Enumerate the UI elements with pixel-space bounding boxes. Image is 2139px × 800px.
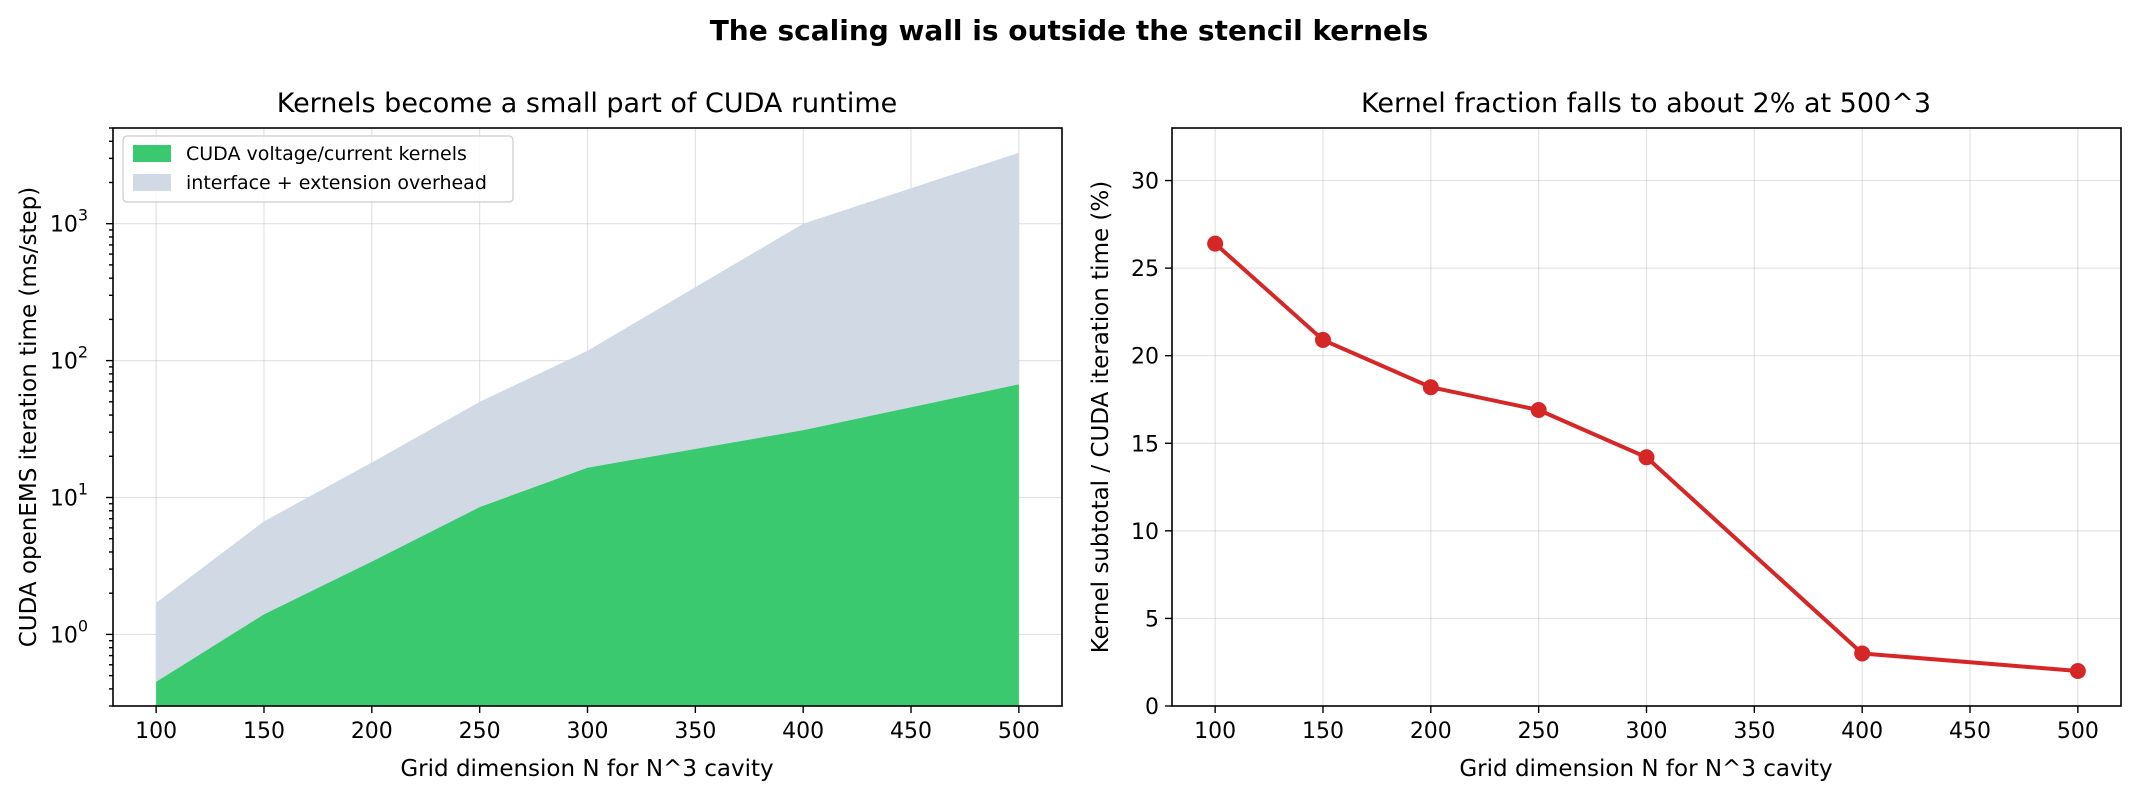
x-tick-label: 350 — [1733, 719, 1775, 744]
x-tick-label: 150 — [1302, 719, 1344, 744]
data-point — [1638, 449, 1655, 466]
x-tick-label: 350 — [674, 719, 716, 744]
y-tick-label: 5 — [1145, 607, 1159, 632]
legend-label-kernels: CUDA voltage/current kernels — [186, 143, 467, 165]
y-tick-label: 102 — [50, 343, 88, 375]
x-tick-label: 100 — [1194, 719, 1236, 744]
left-panel-title: Kernels become a small part of CUDA runt… — [277, 88, 898, 119]
x-tick-label: 450 — [890, 719, 932, 744]
x-tick-label: 200 — [351, 719, 393, 744]
left-panel-area-chart: 100 150 200 250 300 350 400 450 500 100 101 102 103… — [16, 88, 1063, 782]
y-tick-label: 0 — [1145, 695, 1159, 720]
right-grid — [1172, 128, 2121, 707]
y-tick-label: 15 — [1131, 432, 1159, 457]
y-tick-label: 20 — [1131, 345, 1159, 370]
data-point — [1422, 379, 1439, 396]
left-x-ticks: 100 150 200 250 300 350 400 450 500 — [135, 706, 1040, 744]
left-x-axis-label: Grid dimension N for N^3 cavity — [400, 756, 773, 782]
legend-box — [122, 135, 514, 203]
y-tick-label: 10 — [1131, 520, 1159, 545]
data-point — [1207, 235, 1224, 252]
x-tick-label: 250 — [459, 719, 501, 744]
x-tick-label: 250 — [1518, 719, 1560, 744]
right-y-ticks: 0 5 10 15 20 25 30 — [1131, 170, 1172, 720]
left-y-ticks: 100 101 102 103 — [50, 127, 113, 707]
data-point — [1854, 645, 1871, 662]
right-y-axis-label: Kernel subtotal / CUDA iteration time (%… — [1088, 181, 1114, 654]
kernel-fraction-points — [1207, 235, 2086, 679]
x-tick-label: 100 — [135, 719, 177, 744]
y-tick-label: 101 — [50, 480, 88, 512]
x-tick-label: 200 — [1410, 719, 1452, 744]
legend-label-overhead: interface + extension overhead — [186, 172, 487, 194]
data-point — [1314, 331, 1331, 348]
x-tick-label: 150 — [243, 719, 285, 744]
x-tick-label: 400 — [782, 719, 824, 744]
legend-swatch-kernels — [133, 145, 171, 162]
x-tick-label: 300 — [567, 719, 609, 744]
right-panel-line-chart: 100 150 200 250 300 350 400 450 500 0 5 10 15 20 25 30… — [1088, 88, 2122, 782]
x-tick-label: 450 — [1949, 719, 1991, 744]
left-y-axis-label: CUDA openEMS iteration time (ms/step) — [16, 187, 42, 648]
x-tick-label: 400 — [1841, 719, 1883, 744]
x-tick-label: 300 — [1626, 719, 1668, 744]
y-tick-label: 25 — [1131, 257, 1159, 282]
x-tick-label: 500 — [2057, 719, 2099, 744]
right-x-axis-label: Grid dimension N for N^3 cavity — [1459, 756, 1832, 782]
left-legend: CUDA voltage/current kernels interface +… — [122, 135, 514, 203]
data-point — [1530, 401, 1547, 418]
data-point — [2069, 662, 2086, 679]
x-tick-label: 500 — [998, 719, 1040, 744]
right-panel-title: Kernel fraction falls to about 2% at 500… — [1361, 88, 1931, 119]
y-tick-label: 100 — [50, 616, 88, 648]
legend-swatch-overhead — [133, 174, 171, 191]
kernel-area-series — [156, 384, 1019, 706]
y-tick-label: 103 — [50, 206, 88, 238]
y-tick-label: 30 — [1131, 170, 1159, 195]
right-x-ticks: 100 150 200 250 300 350 400 450 500 — [1194, 706, 2099, 744]
figure-suptitle: The scaling wall is outside the stencil … — [710, 14, 1429, 47]
